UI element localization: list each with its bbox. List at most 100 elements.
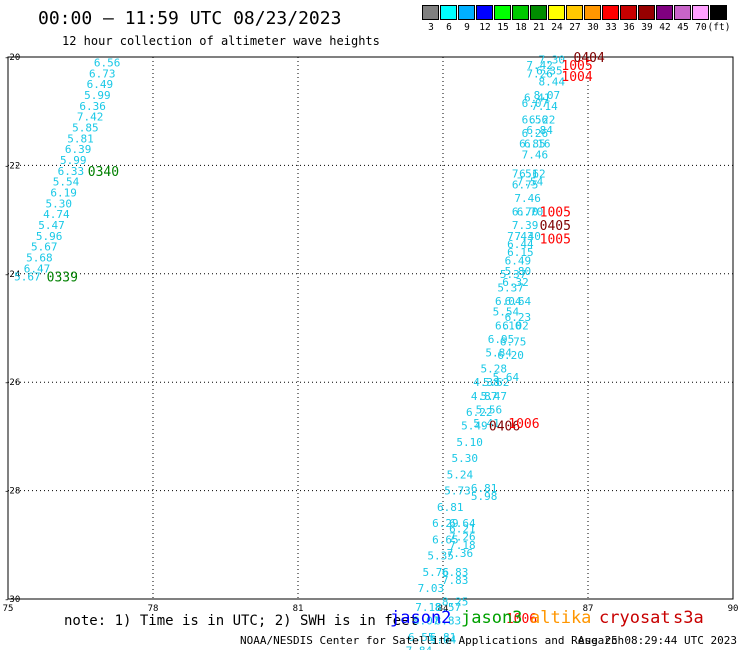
wave-height-value: 7.42 [526,59,553,72]
scale-swatch [638,5,655,20]
wave-height-value: 7.46 [522,149,549,162]
scale-swatch [692,5,709,20]
wave-height-value: 6.84 [526,124,553,137]
wave-height-value: 7.42 [77,111,104,124]
x-tick-label: 81 [293,604,304,614]
wave-height-value: 7.83 [442,574,469,587]
scale-label: 18 [515,22,527,33]
wave-height-value: 6.16 [524,138,551,151]
scale-swatch [512,5,529,20]
wave-height-value: 7.26 [449,531,476,544]
wave-height-value: 7.30 [539,54,566,67]
wave-height-value: 7.18 [449,539,476,552]
wave-height-value: 5.98 [471,490,498,503]
wave-height-value: 5.54 [53,176,80,189]
scale-swatch [602,5,619,20]
scale-swatch [584,5,601,20]
wave-height-value: 5.81 [67,132,94,145]
wave-height-value: 6.10 [495,319,522,332]
satellite-legend-jason3: jason3 [461,608,523,628]
wave-height-value: 5.85 [72,121,99,134]
wave-height-value: 7.14 [531,100,558,113]
wave-height-value: 5.10 [456,436,483,449]
scale-swatch [494,5,511,20]
wave-height-value: 5.56 [476,403,503,416]
wave-height-value: 6.29 [432,517,459,530]
wave-height-value: 6.36 [79,100,106,113]
pass-time-label: 1006 [506,612,537,627]
wave-height-value: 6.70 [517,205,544,218]
wave-height-value: 5.76 [423,566,450,579]
pass-time-label: 0405 [540,219,571,234]
wave-height-value: 5.47 [38,219,65,232]
footer-credit: NOAA/NESDIS Center for Satellite Applica… [240,634,625,647]
wave-height-value: 5.67 [14,271,41,284]
wave-height-value: 4.74 [43,208,70,221]
wave-height-value: 5.68 [26,252,53,265]
scale-label: 3 [428,22,434,33]
x-tick-label: 75 [3,604,14,614]
wave-height-value: 8.57 [435,601,462,614]
scale-label: 70 [695,22,707,33]
pass-time-label: 1005 [540,205,571,220]
wave-height-value: 6.81 [437,501,464,514]
wave-height-value: 7.26 [526,67,553,80]
wave-height-value: 6.07 [522,97,549,110]
wave-height-value: 4.87 [471,390,498,403]
wave-height-value: 6.62 [519,168,546,181]
wave-height-value: 5.73 [444,485,471,498]
scale-label: 12 [479,22,491,33]
scale-label: 21 [533,22,545,33]
wave-height-value: 6.49 [505,254,532,267]
wave-height-value: 6.85 [519,138,546,151]
pass-time-label: 1005 [540,233,571,248]
wave-height-value: 6.22 [529,113,556,126]
scale-swatch [620,5,637,20]
wave-height-value: 6.56 [522,113,549,126]
scale-label: 36 [623,22,635,33]
wave-height-value: 5.28 [481,363,508,376]
wave-height-value: 6.81 [430,631,457,644]
wave-height-value: 6.83 [442,566,469,579]
pass-time-label: 0339 [47,271,78,286]
pass-time-label: 0404 [574,51,605,66]
wave-height-value: 6.64 [449,517,476,530]
wave-height-value: 5.64 [493,371,520,384]
wave-height-value: 6.04 [495,295,522,308]
pass-time-label: 1004 [561,70,592,85]
wave-height-value: 6.64 [505,295,532,308]
footer-timestamp: Aug 25 08:29:44 UTC 2023 [578,634,737,647]
scale-label: 42 [659,22,671,33]
scale-label: 30 [587,22,599,33]
y-tick-label: -24 [4,270,20,280]
scale-swatch [440,5,457,20]
wave-height-value: 6.20 [497,349,524,362]
wave-height-value: 6.81 [471,482,498,495]
wave-height-value: 7.46 [514,192,541,205]
chart-title: 00:00 — 11:59 UTC 08/23/2023 [38,8,342,29]
wave-height-value: 6.55 [408,631,435,644]
y-tick-label: -26 [4,378,20,388]
scale-label: 45 [677,22,689,33]
wave-height-value: 7.18 [415,601,442,614]
satellite-legend-cryosat: cryosat [599,608,671,628]
wave-height-value: 6.19 [50,187,77,200]
wave-height-value: 5.30 [46,197,73,210]
pass-time-label: 1006 [508,417,539,432]
wave-height-value: 6.75 [500,336,527,349]
wave-height-value: 7.43 [507,230,534,243]
wave-height-value: 6.75 [512,178,539,191]
satellite-legend-jason2: jason2 [390,608,452,628]
scale-label: 33 [605,22,617,33]
wave-height-value: 7.39 [512,219,539,232]
wave-height-value: 6.49 [87,78,114,91]
scale-swatch [548,5,565,20]
wave-height-value: 8.25 [442,596,469,609]
wave-height-value: 6.73 [89,67,116,80]
scale-label: 24 [551,22,563,33]
wave-height-value: 9.04 [430,634,457,647]
plot-frame [7,56,734,600]
wave-height-value: 6.47 [24,262,51,275]
chart-subtitle: 12 hour collection of altimeter wave hei… [62,34,380,48]
scale-swatch [656,5,673,20]
